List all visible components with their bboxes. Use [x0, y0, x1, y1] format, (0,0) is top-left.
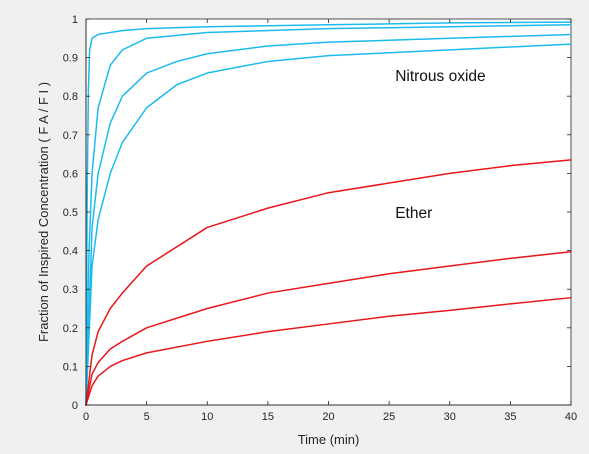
x-tick-label: 30 [444, 411, 456, 423]
x-tick-label: 15 [262, 411, 274, 423]
y-tick-label: 0.8 [63, 91, 78, 103]
plot-area-box [85, 18, 572, 406]
y-tick-label: 0.3 [63, 284, 78, 296]
ether-curve-5 [85, 159, 572, 406]
y-tick-label: 0.5 [63, 207, 78, 219]
y-tick-label: 0.7 [63, 130, 78, 142]
y-tick-label: 0.1 [63, 361, 78, 373]
y-tick-label: 0.9 [63, 53, 78, 65]
annotation-label: Ether [395, 205, 432, 222]
x-tick-label: 0 [83, 411, 89, 423]
nitrous-oxide-curve-4 [85, 43, 572, 406]
plot-area [85, 18, 572, 406]
x-tick-label: 40 [565, 411, 577, 423]
ether-curve-7 [85, 296, 572, 406]
annotations: Nitrous oxide Ether [395, 68, 485, 222]
y-tick-label: 0.6 [63, 168, 78, 180]
y-tick-label: 1 [72, 14, 78, 26]
nitrous-oxide-curve-2 [85, 24, 572, 406]
x-tick-label: 5 [144, 411, 150, 423]
series-layer [85, 21, 572, 406]
axes: 0 5 10 15 20 25 30 35 40 0 0.1 0.2 0.3 0.4 0.5 0.6 0.7 0.… [63, 14, 577, 423]
y-axis-title: Fraction of Inspired Concentration ( F A… [36, 82, 51, 342]
nitrous-oxide-curve-3 [85, 33, 572, 406]
x-tick-label: 35 [504, 411, 516, 423]
x-tick-label: 20 [322, 411, 334, 423]
nitrous-oxide-curve-1 [85, 21, 572, 406]
annotation-label: Nitrous oxide [395, 68, 485, 85]
ether-curve-6 [85, 251, 572, 406]
x-axis-title: Time (min) [298, 432, 360, 447]
y-tick-label: 0 [72, 400, 78, 412]
x-tick-label: 25 [383, 411, 395, 423]
y-tick-label: 0.2 [63, 323, 78, 335]
x-tick-label: 10 [201, 411, 213, 423]
y-tick-label: 0.4 [63, 246, 78, 258]
